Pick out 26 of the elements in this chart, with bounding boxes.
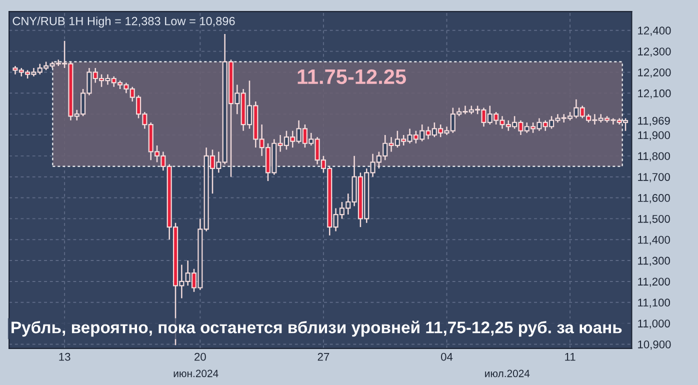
y-tick-label: 11,000 xyxy=(638,320,670,329)
band-label: 11.75-12.25 xyxy=(298,69,406,84)
y-tick-label: 11,400 xyxy=(638,236,670,246)
x-tick-label: 27 xyxy=(318,352,330,361)
y-tick-label: 11,600 xyxy=(638,194,670,204)
y-tick-label: 11,700 xyxy=(638,173,670,182)
text: июл.2024 xyxy=(485,370,530,378)
y-tick-label: 10,900 xyxy=(638,340,671,350)
text: июн.2024 xyxy=(174,370,218,378)
y-tick-label: 11,200 xyxy=(638,278,670,287)
x-tick-label: 04 xyxy=(441,352,453,361)
y-tick-label: 12,100 xyxy=(638,89,671,99)
y-tick-label: 11,500 xyxy=(638,214,670,224)
y-tick-label: 12,300 xyxy=(638,48,671,57)
y-tick-label: 11,969 xyxy=(638,116,670,126)
annotation: Рубль, вероятно, пока останется вблизи уровней 11,75-12,25 руб. за юань xyxy=(12,320,622,337)
y-tick-label: 12,200 xyxy=(638,68,671,78)
y-tick-label: 11,300 xyxy=(638,256,670,266)
x-tick-label: 13 xyxy=(59,352,70,361)
x-tick-label: 11 xyxy=(565,353,576,361)
chart-title: CNY/RUB 1H High = 12,383 Low = 10,896 xyxy=(12,16,235,28)
x-tick-label: 20 xyxy=(194,352,206,361)
y-tick-label: 11,100 xyxy=(638,298,670,308)
y-tick-label: 11,900 xyxy=(638,131,670,140)
y-tick-label: 11,800 xyxy=(638,152,670,162)
y-tick-label: 12,400 xyxy=(638,26,671,36)
